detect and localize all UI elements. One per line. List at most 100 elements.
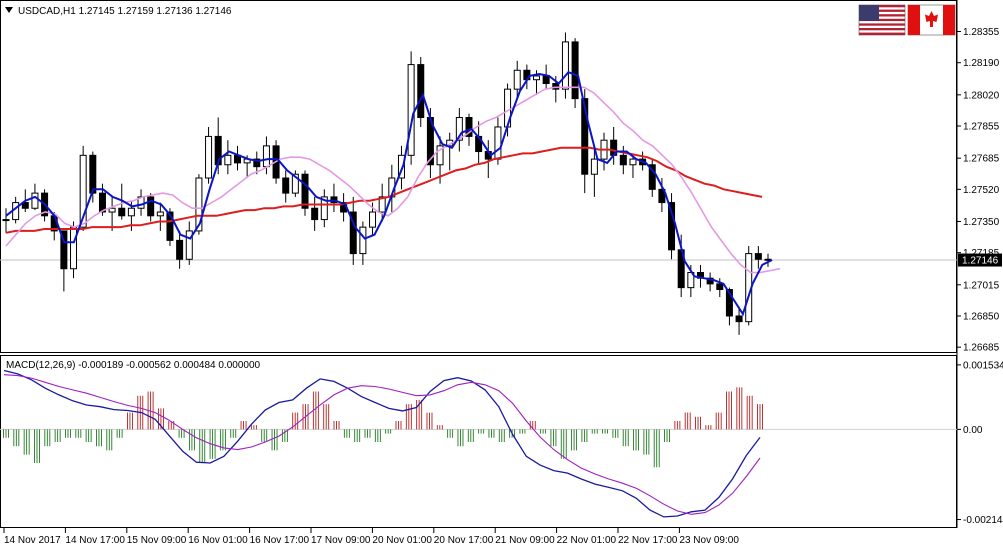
candle-body bbox=[311, 207, 319, 221]
candle-body bbox=[590, 158, 598, 175]
candle-body bbox=[166, 211, 174, 241]
candle-body bbox=[619, 154, 627, 166]
macd-y-tick-label: 0.00 bbox=[963, 425, 983, 436]
candle-body bbox=[725, 289, 733, 317]
ma-fast-line bbox=[5, 71, 773, 317]
x-tick-label: 21 Nov 09:00 bbox=[495, 535, 555, 546]
candle-body bbox=[455, 117, 463, 141]
candle-body bbox=[70, 226, 78, 270]
candle-body bbox=[754, 253, 762, 260]
current-price-label: 1.27146 bbox=[962, 256, 999, 267]
ma-slow-line bbox=[5, 146, 763, 234]
candle-body bbox=[89, 154, 97, 194]
x-tick-label: 16 Nov 17:00 bbox=[250, 535, 310, 546]
us-flag-icon bbox=[858, 4, 906, 36]
candle-body bbox=[118, 207, 126, 217]
candle-body bbox=[533, 75, 541, 81]
y-tick-label: 1.27015 bbox=[963, 280, 1000, 291]
candle-body bbox=[417, 64, 425, 119]
candle-body bbox=[2, 219, 10, 222]
y-tick-label: 1.28355 bbox=[963, 27, 1000, 38]
y-tick-label: 1.28020 bbox=[963, 90, 1000, 101]
candle-body bbox=[224, 154, 232, 166]
candle-body bbox=[21, 202, 29, 209]
candle-body bbox=[282, 177, 290, 194]
candle-body bbox=[378, 196, 386, 213]
candle-body bbox=[571, 41, 579, 100]
candle-body bbox=[706, 277, 714, 285]
candle-body bbox=[542, 75, 550, 84]
candle-body bbox=[436, 145, 444, 166]
macd-panel-frame bbox=[0, 355, 957, 528]
y-tick-label: 1.27855 bbox=[963, 122, 1000, 133]
main-panel-frame bbox=[0, 0, 957, 353]
x-tick-label: 14 Nov 17:00 bbox=[65, 535, 125, 546]
macd-y-axis: 0.001534 0.00 -0.002144 bbox=[957, 360, 1003, 526]
candle-body bbox=[629, 158, 637, 166]
candle-body bbox=[79, 154, 87, 228]
candle-body bbox=[127, 207, 135, 217]
macd-y-tick-label: 0.001534 bbox=[963, 360, 1003, 371]
y-tick-label: 1.26685 bbox=[963, 343, 1000, 354]
macd-title: MACD(12,26,9) -0.000189 -0.000562 0.0004… bbox=[6, 360, 261, 371]
x-tick-label: 20 Nov 01:00 bbox=[372, 535, 432, 546]
x-tick-label: 22 Nov 01:00 bbox=[557, 535, 617, 546]
candle-body bbox=[195, 177, 203, 232]
candle-body bbox=[320, 196, 328, 221]
candle-body bbox=[291, 173, 299, 194]
candle-body bbox=[262, 145, 270, 168]
x-tick-label: 15 Nov 09:00 bbox=[127, 535, 187, 546]
main-y-axis: 1.28355 1.28190 1.28020 1.27855 1.27685 1.275… bbox=[957, 27, 1000, 354]
y-tick-label: 1.27520 bbox=[963, 185, 1000, 196]
chart-title: USDCAD,H1 1.27145 1.27159 1.27136 1.2714… bbox=[18, 6, 232, 17]
candle-body bbox=[60, 230, 68, 270]
candle-body bbox=[465, 117, 473, 137]
chart-title-arrow-icon bbox=[5, 7, 13, 13]
y-tick-label: 1.27350 bbox=[963, 217, 1000, 228]
candle-body bbox=[369, 211, 377, 228]
candle-body bbox=[176, 239, 184, 260]
canada-flag-icon bbox=[907, 4, 956, 36]
x-tick-label: 20 Nov 17:00 bbox=[434, 535, 494, 546]
candle-body bbox=[253, 158, 261, 168]
candle-body bbox=[407, 64, 415, 156]
candle-body bbox=[31, 192, 39, 209]
macd-signal-line bbox=[3, 374, 761, 515]
candle-body bbox=[98, 192, 106, 213]
candle-body bbox=[581, 98, 589, 175]
candle-body bbox=[716, 283, 724, 291]
candle-body bbox=[185, 230, 193, 260]
candle-body bbox=[205, 135, 213, 179]
ma-mid-line bbox=[5, 86, 781, 274]
candles-group bbox=[2, 32, 772, 335]
macd-histogram bbox=[3, 387, 763, 468]
x-tick-label: 14 Nov 2017 bbox=[4, 535, 61, 546]
macd-line bbox=[3, 369, 761, 518]
candle-body bbox=[349, 211, 357, 255]
candle-body bbox=[735, 315, 743, 323]
candle-body bbox=[108, 207, 116, 213]
macd-y-tick-label: -0.002144 bbox=[963, 515, 1003, 526]
y-tick-label: 1.26850 bbox=[963, 311, 1000, 322]
candle-body bbox=[668, 202, 676, 251]
x-tick-label: 22 Nov 17:00 bbox=[618, 535, 678, 546]
candle-body bbox=[552, 82, 560, 90]
candle-body bbox=[147, 196, 155, 217]
candle-body bbox=[658, 188, 666, 204]
candle-body bbox=[359, 226, 367, 255]
x-tick-label: 17 Nov 09:00 bbox=[311, 535, 371, 546]
candle-body bbox=[561, 41, 569, 90]
candle-body bbox=[513, 69, 521, 90]
candle-body bbox=[494, 126, 502, 160]
candle-body bbox=[648, 164, 656, 190]
candle-body bbox=[301, 173, 309, 209]
x-tick-label: 23 Nov 09:00 bbox=[679, 535, 739, 546]
x-axis: 14 Nov 2017 14 Nov 17:00 15 Nov 09:00 16 No… bbox=[3, 528, 739, 546]
y-tick-label: 1.28190 bbox=[963, 58, 1000, 69]
candle-body bbox=[156, 211, 164, 217]
x-tick-label: 16 Nov 01:00 bbox=[188, 535, 248, 546]
candle-body bbox=[397, 154, 405, 179]
y-tick-label: 1.27685 bbox=[963, 154, 1000, 165]
current-price-box bbox=[958, 253, 1002, 267]
